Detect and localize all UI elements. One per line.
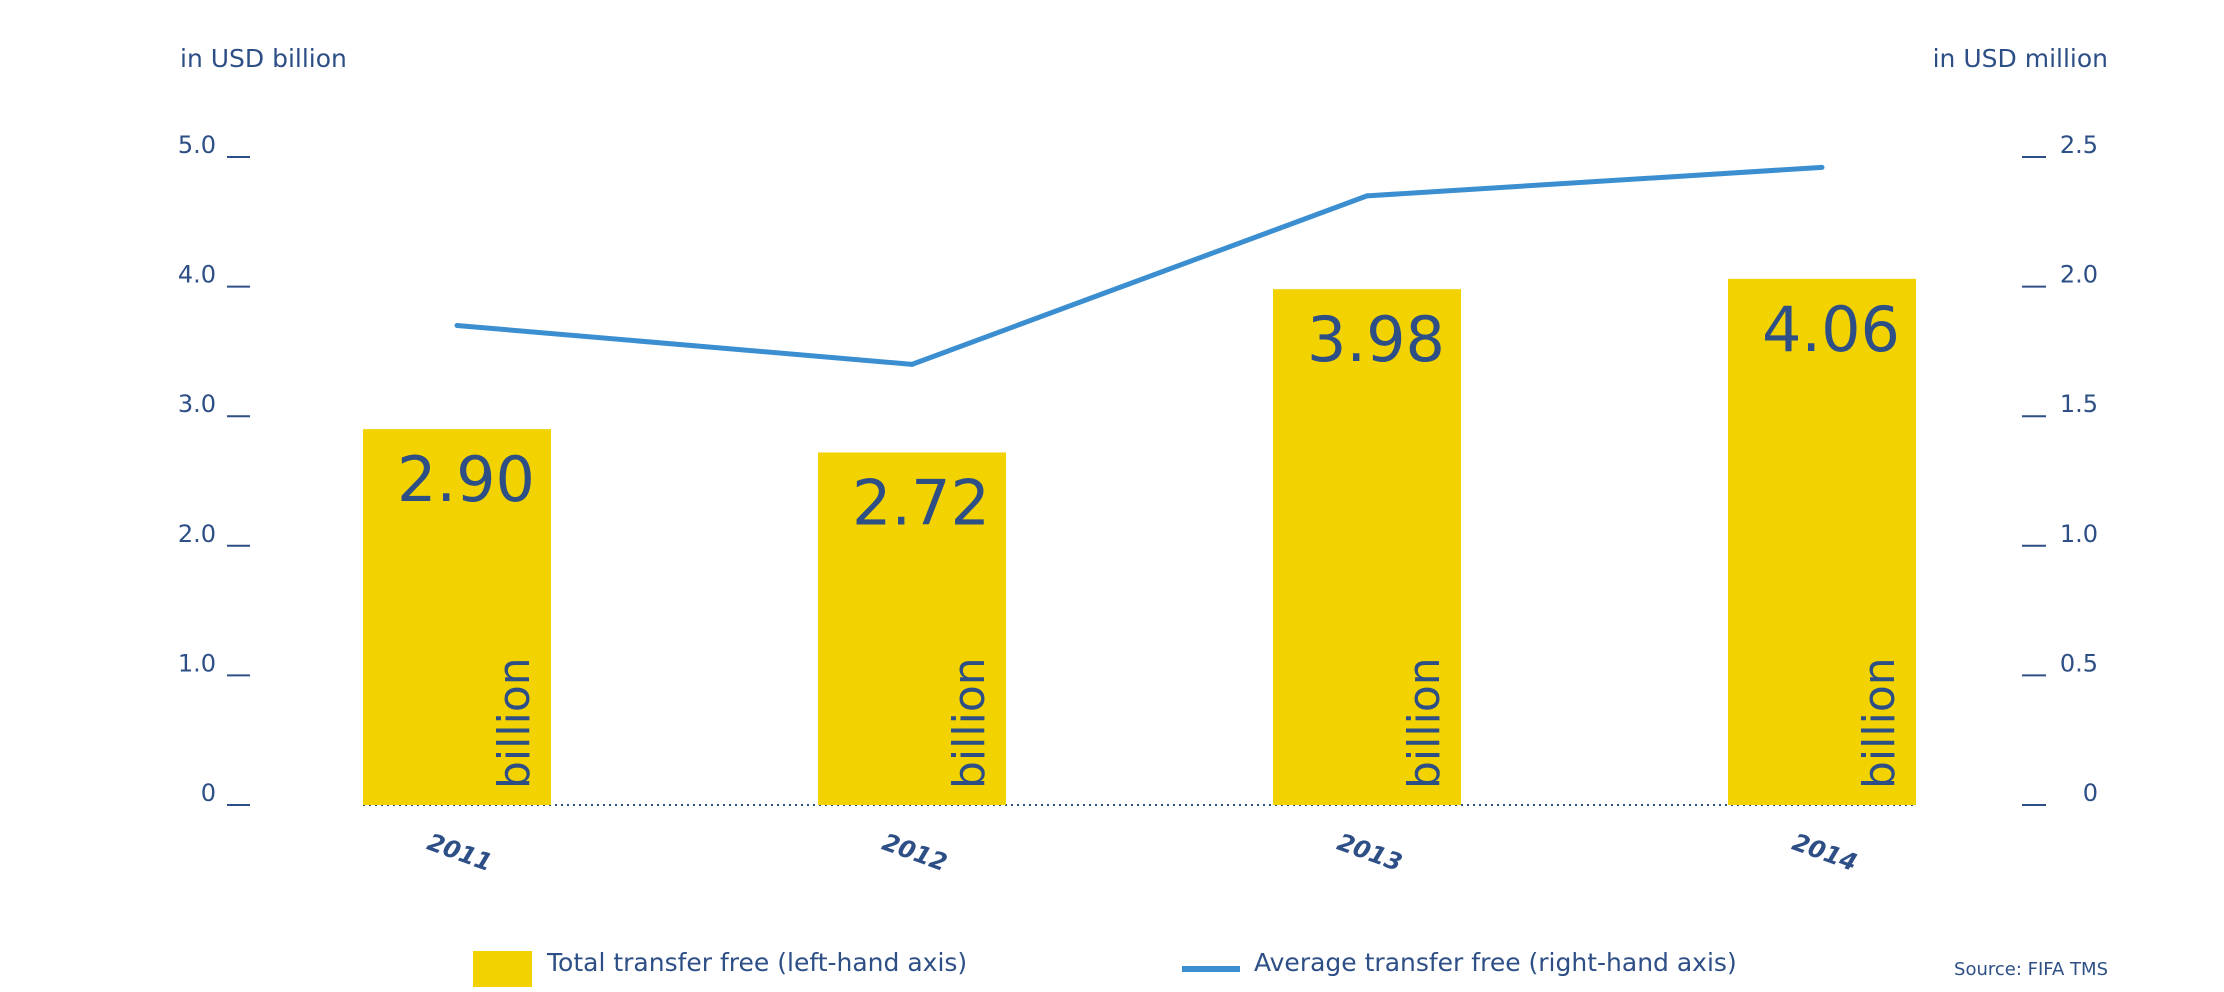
bar-value-label: 2.72 <box>852 466 990 539</box>
right-axis-unit-label: in USD million <box>1932 44 2108 73</box>
bar <box>1728 278 1916 806</box>
bar <box>818 452 1006 805</box>
legend-line-label: Average transfer free (right-hand axis) <box>1254 948 1737 977</box>
legend-bar-label: Total transfer free (left-hand axis) <box>547 948 968 977</box>
right-axis: 0 0.5 1.0 1.5 2.0 2.5 <box>2022 131 2098 807</box>
x-axis: 2011 2012 2013 2014 <box>424 828 1861 877</box>
left-axis-tick-label: 2.0 <box>178 520 216 548</box>
line-point <box>909 361 915 367</box>
left-axis: 0 1.0 2.0 3.0 4.0 5.0 <box>178 131 250 807</box>
right-axis-tick-label: 2.5 <box>2060 131 2098 159</box>
bar-value-label: 4.06 <box>1762 293 1900 366</box>
bar-unit-label: billion <box>489 657 540 789</box>
right-axis-tick-label: 0 <box>2083 779 2098 807</box>
line-point <box>1819 164 1825 170</box>
left-axis-tick-label: 1.0 <box>178 649 216 677</box>
bar-series: 2.90 billion 2.72 billion 3.98 billion 4.06 bil… <box>363 278 1916 806</box>
x-tick-label: 2011 <box>424 828 496 877</box>
x-tick-label: 2013 <box>1334 828 1406 877</box>
legend-line-swatch <box>1182 966 1240 972</box>
left-axis-tick-label: 0 <box>201 779 216 807</box>
line-point <box>1364 193 1370 199</box>
x-tick-label: 2012 <box>879 828 951 877</box>
left-axis-unit-label: in USD billion <box>180 44 347 73</box>
bar <box>363 429 551 805</box>
average-line <box>456 164 1823 367</box>
bar-unit-label: billion <box>944 657 995 789</box>
bar-value-label: 2.90 <box>397 443 535 516</box>
legend-bar-swatch <box>473 951 532 987</box>
left-axis-tick-label: 4.0 <box>178 261 216 289</box>
left-axis-tick-label: 3.0 <box>178 390 216 418</box>
right-axis-tick-label: 1.5 <box>2060 390 2098 418</box>
bar-unit-label: billion <box>1854 657 1905 789</box>
right-axis-tick-label: 1.0 <box>2060 520 2098 548</box>
bar <box>1273 289 1461 805</box>
x-tick-label: 2014 <box>1789 828 1861 877</box>
line-series <box>454 164 1825 367</box>
left-axis-tick-label: 5.0 <box>178 131 216 159</box>
line-point <box>454 322 460 328</box>
bar-unit-label: billion <box>1399 657 1450 789</box>
bar-value-label: 3.98 <box>1307 303 1445 376</box>
right-axis-tick-label: 0.5 <box>2060 649 2098 677</box>
right-axis-tick-label: 2.0 <box>2060 261 2098 289</box>
source-note: Source: FIFA TMS <box>1954 959 2108 980</box>
